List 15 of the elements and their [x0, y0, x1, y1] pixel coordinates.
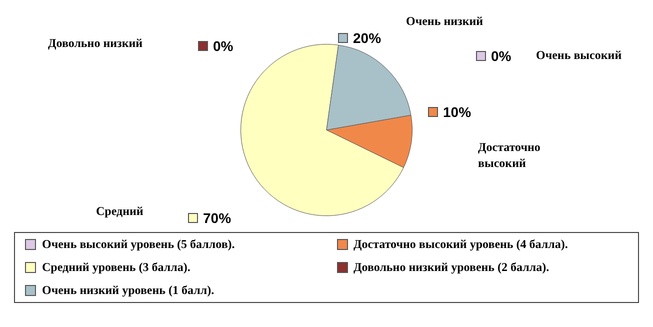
text: Очень низкий	[406, 14, 484, 28]
text: Довольно низкий	[48, 36, 143, 50]
text: Очень высокий	[536, 48, 622, 62]
data-label: 70%	[203, 210, 232, 226]
text: Достаточно высокий	[478, 140, 540, 170]
text: 0%	[491, 48, 512, 64]
data-label: 10%	[443, 104, 472, 120]
legend-label: Очень высокий уровень (5 баллов).	[42, 237, 235, 252]
text: Средний	[96, 204, 144, 218]
data-label: 20%	[353, 30, 382, 46]
legend-label: Очень низкий уровень (1 балл).	[42, 283, 214, 298]
legend-label: Достаточно высокий уровень (4 балла).	[354, 237, 568, 252]
legend-label: Довольно низкий уровень (2 балла).	[354, 260, 550, 275]
legend-label: Средний уровень (3 балла).	[42, 260, 190, 275]
text: 0%	[213, 38, 234, 54]
